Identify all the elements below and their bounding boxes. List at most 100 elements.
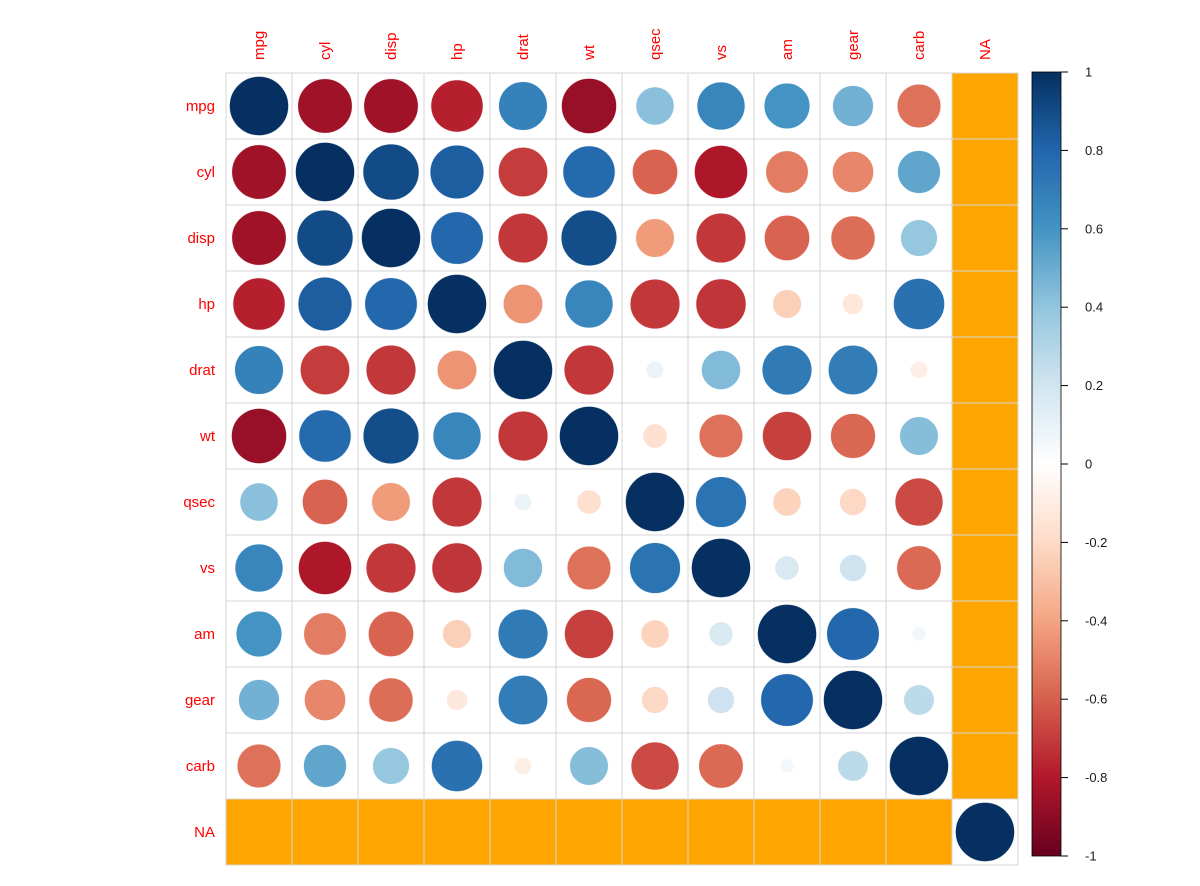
na-cell [951, 468, 1019, 536]
colorbar-tick-label: 1 [1085, 65, 1092, 80]
correlation-circle [234, 345, 284, 395]
correlation-circle [954, 801, 1016, 863]
na-cell [291, 798, 359, 866]
correlation-circle [896, 149, 942, 195]
correlation-circle [513, 756, 533, 776]
correlation-circle [296, 209, 354, 267]
correlation-circle [774, 555, 800, 581]
correlation-circle [426, 273, 488, 335]
correlation-circle [569, 746, 609, 786]
na-cell [423, 798, 491, 866]
column-label: cyl [317, 42, 334, 60]
correlation-circle [497, 608, 549, 660]
correlation-circle [563, 608, 615, 660]
correlation-circle [624, 471, 686, 533]
colorbar-tick-label: -0.8 [1085, 770, 1107, 785]
row-label: hp [198, 296, 215, 313]
correlation-circle [441, 618, 473, 650]
correlation-circle [629, 278, 681, 330]
column-label: wt [581, 44, 598, 61]
correlation-circle [230, 407, 288, 465]
correlation-circle [903, 684, 935, 716]
correlation-circle [693, 144, 749, 200]
row-label: disp [187, 230, 215, 247]
correlation-circle [497, 212, 549, 264]
correlation-circle [841, 292, 865, 316]
correlation-circle [576, 489, 602, 515]
correlation-circle [299, 344, 351, 396]
correlation-circle [301, 478, 349, 526]
column-label: disp [383, 32, 400, 60]
correlation-circle [436, 349, 478, 391]
correlation-circle [822, 669, 884, 731]
correlation-circle [231, 144, 287, 200]
correlation-circle [645, 360, 665, 380]
column-label: vs [713, 45, 730, 60]
correlation-circle [894, 477, 944, 527]
na-cell [621, 798, 689, 866]
correlation-circle [899, 218, 939, 258]
column-label: drat [515, 33, 532, 60]
row-labels: mpg cyl disp hp drat wt qsec vs am gear carb NA [183, 98, 216, 841]
column-label: carb [911, 31, 928, 60]
correlation-circle [761, 344, 813, 396]
correlation-circle [228, 75, 290, 137]
correlation-circle [231, 210, 287, 266]
correlation-circle [362, 407, 420, 465]
correlation-circle [911, 626, 927, 642]
correlation-circle [234, 543, 284, 593]
correlation-circle [364, 277, 418, 331]
correlation-circle [700, 349, 742, 391]
correlation-circle [431, 542, 483, 594]
correlation-circle [837, 750, 869, 782]
correlation-circle [492, 339, 554, 401]
na-cell [951, 732, 1019, 800]
colorbar-gradient [1031, 71, 1062, 857]
na-cell [951, 402, 1019, 470]
correlation-circle [513, 492, 533, 512]
na-cell [951, 204, 1019, 272]
correlation-circle [909, 360, 929, 380]
correlation-circle [565, 676, 613, 724]
na-cell [951, 666, 1019, 734]
correlation-circle [892, 277, 946, 331]
correlation-circle [694, 475, 748, 529]
correlation-circle [236, 743, 282, 789]
correlation-circle [826, 607, 880, 661]
row-label: qsec [183, 494, 215, 511]
correlation-circle [371, 746, 411, 786]
correlation-circle [362, 143, 420, 201]
correlation-circle [695, 212, 747, 264]
correlation-circle [430, 739, 484, 793]
correlation-circle [562, 145, 616, 199]
row-label: carb [186, 758, 215, 775]
correlation-circle [303, 612, 347, 656]
correlation-circle [497, 146, 549, 198]
column-label: NA [977, 39, 994, 60]
correlation-circle [368, 677, 414, 723]
correlation-circle [365, 344, 417, 396]
correlation-circle [635, 86, 675, 126]
na-cell [951, 600, 1019, 668]
correlation-circle [640, 619, 670, 649]
correlation-circle [888, 735, 950, 797]
correlation-circle [896, 83, 942, 129]
colorbar-tick-label: -0.2 [1085, 535, 1107, 550]
correlation-circle [765, 150, 809, 194]
column-label: qsec [647, 28, 664, 60]
colorbar-tick-label: -0.4 [1085, 613, 1107, 628]
correlation-circle [635, 218, 675, 258]
correlation-circle [830, 215, 876, 261]
matrix-cell [819, 138, 887, 206]
na-cell [225, 798, 293, 866]
correlation-circle [498, 81, 548, 131]
row-label: drat [189, 362, 216, 379]
correlation-circles [228, 75, 1016, 863]
na-cell [951, 336, 1019, 404]
correlation-circle [429, 144, 485, 200]
column-label: am [779, 39, 796, 60]
correlation-circle [298, 409, 352, 463]
correlation-circle [630, 741, 680, 791]
correlation-circle [297, 276, 353, 332]
